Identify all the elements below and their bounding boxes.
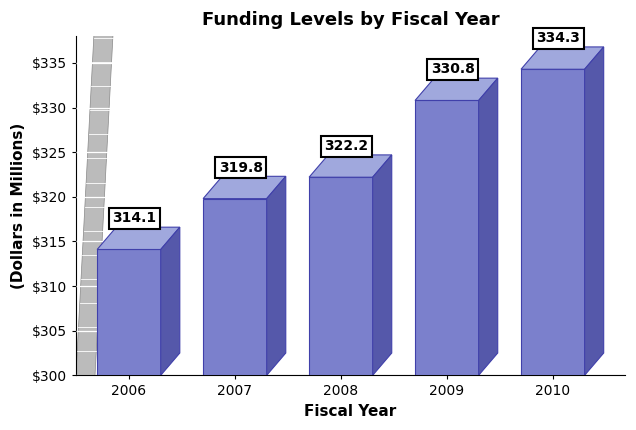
Polygon shape [373,155,392,375]
Polygon shape [76,375,625,395]
Title: Funding Levels by Fiscal Year: Funding Levels by Fiscal Year [202,11,499,29]
Polygon shape [161,227,180,375]
Polygon shape [266,176,286,375]
Polygon shape [203,199,266,375]
Text: 314.1: 314.1 [113,212,156,225]
Polygon shape [309,177,373,375]
Text: 330.8: 330.8 [431,62,474,77]
Polygon shape [415,78,498,101]
Polygon shape [203,176,286,199]
Polygon shape [415,101,479,375]
Polygon shape [584,47,604,375]
Text: 319.8: 319.8 [219,160,263,175]
Y-axis label: (Dollars in Millions): (Dollars in Millions) [11,123,26,289]
Text: 322.2: 322.2 [324,139,369,153]
Text: 334.3: 334.3 [537,31,581,45]
Polygon shape [479,78,498,375]
Polygon shape [97,227,180,249]
Polygon shape [76,14,114,375]
Polygon shape [521,47,604,69]
Polygon shape [521,69,584,375]
Polygon shape [309,155,392,177]
Polygon shape [57,375,95,395]
X-axis label: Fiscal Year: Fiscal Year [304,404,396,419]
Polygon shape [97,249,161,375]
